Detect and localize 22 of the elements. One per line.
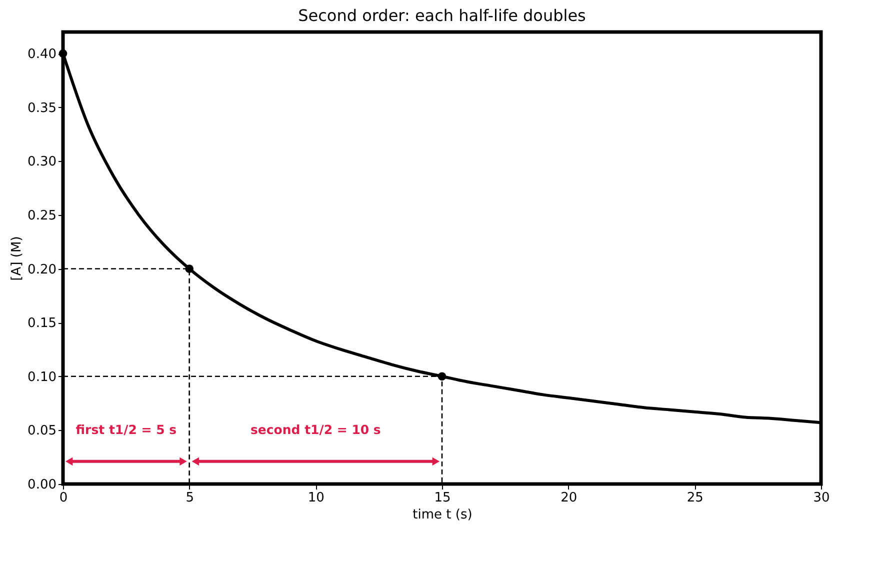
y-tick-label: 0.20 bbox=[28, 262, 56, 278]
y-tick-label: 0.10 bbox=[28, 370, 56, 385]
x-tick-label: 10 bbox=[308, 490, 324, 506]
x-tick-label: 25 bbox=[686, 490, 704, 506]
y-tick-label: 0.25 bbox=[28, 208, 56, 224]
y-tick-label: 0.40 bbox=[28, 47, 56, 62]
point bbox=[58, 49, 68, 58]
y-tick-label: 0.30 bbox=[28, 154, 56, 170]
y-tick-label: 0.15 bbox=[28, 316, 56, 332]
x-tick-label: 30 bbox=[813, 490, 830, 506]
x-tick-label: 0 bbox=[59, 490, 68, 506]
x-tick-label: 15 bbox=[434, 490, 451, 506]
x-axis-title: time t (s) bbox=[412, 508, 472, 522]
y-tick-label: 0.00 bbox=[28, 478, 56, 492]
y-axis-title: [A] (M) bbox=[10, 236, 25, 281]
annotation: first t1/2 = 5 s bbox=[76, 422, 177, 437]
chart-title: Second order: each half-life doubles bbox=[298, 6, 586, 25]
y-tick-label: 0.35 bbox=[28, 100, 56, 116]
y-tick-label: 0.05 bbox=[28, 424, 56, 439]
x-tick-label: 5 bbox=[186, 490, 194, 506]
annotation: second t1/2 = 10 s bbox=[250, 422, 381, 437]
x-tick-label: 20 bbox=[560, 490, 578, 506]
